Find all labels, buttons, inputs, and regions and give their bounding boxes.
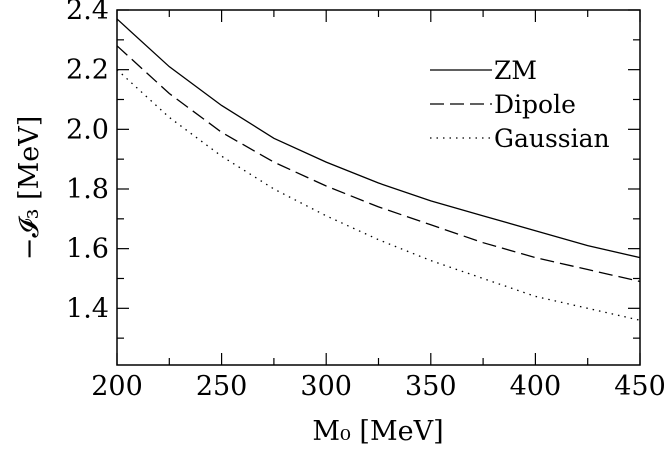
y-tick-label: 1.8	[66, 174, 109, 205]
legend-label-gaussian: Gaussian	[494, 124, 610, 153]
x-tick-label: 300	[300, 371, 352, 402]
axis-tick-labels: 200 250 300 350 400 450 1.4 1.6 1.8 2.0 2.2 2.4	[66, 0, 665, 402]
y-tick-label: 2.0	[66, 114, 109, 145]
x-axis-title: M₀ [MeV]	[312, 416, 443, 447]
x-tick-label: 250	[196, 371, 248, 402]
x-tick-label: 350	[405, 371, 457, 402]
y-tick-label: 1.4	[66, 293, 109, 324]
x-tick-label: 400	[510, 371, 562, 402]
series-line-zm	[116, 18, 641, 259]
series-line-dipole	[116, 45, 641, 283]
plot-frame	[116, 9, 641, 366]
y-tick-label: 1.6	[66, 234, 109, 265]
x-tick-label: 200	[91, 371, 143, 402]
legend-label-dipole: Dipole	[494, 90, 576, 119]
x-tick-label: 450	[614, 371, 665, 402]
y-tick-label: 2.2	[66, 55, 109, 86]
legend: ZM Dipole Gaussian	[430, 56, 610, 153]
y-tick-label: 2.4	[66, 0, 109, 26]
y-axis-title: −𝓘₃ [MeV]	[14, 116, 45, 260]
axis-ticks	[116, 9, 641, 365]
series-lines	[116, 18, 641, 321]
legend-label-zm: ZM	[494, 56, 537, 85]
